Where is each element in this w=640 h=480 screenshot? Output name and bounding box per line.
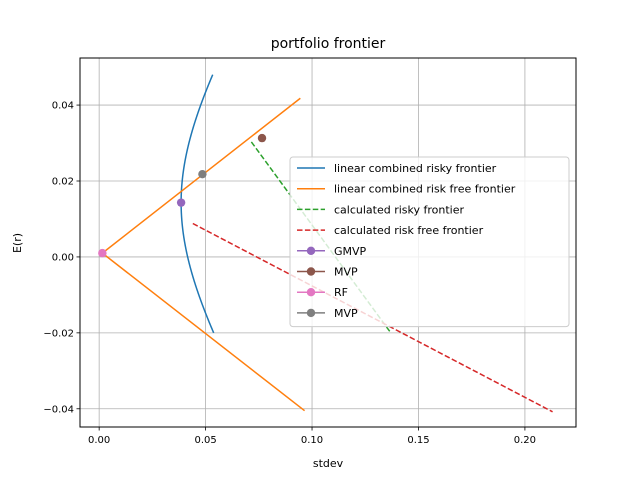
legend-marker-7 [306,288,316,297]
plot-frame [79,57,577,428]
axis-ticks: 0.00 0.05 0.10 0.15 0.20 −0.04 −0.02 0.00 0.02 0.… [43,101,536,446]
legend: linear combined risky frontier linear com… [289,156,570,328]
y-axis-label: E(r) [11,233,24,253]
legend-marker-5 [306,246,316,255]
series-layer [98,74,553,413]
series-8-point [198,169,207,179]
series-4-line [192,222,553,413]
legend-label-2: linear combined risk free frontier [334,183,516,196]
legend-label-3: calculated risky frontier [334,203,465,216]
x-tick-label: 0.15 [407,435,429,446]
x-tick-label: 0.00 [88,435,110,446]
y-tick-label: 0.00 [52,252,74,263]
legend-frame [289,156,570,328]
y-tick-label: −0.02 [43,328,74,339]
series-2-segment-2 [101,252,306,412]
legend-label-8: MVP [334,307,358,320]
y-tick-label: 0.02 [52,177,74,188]
series-6-point [257,133,267,143]
y-tick-label: −0.04 [43,404,74,415]
legend-label-1: linear combined risky frontier [334,162,497,175]
legend-marker-6 [306,267,316,276]
legend-label-6: MVP [334,266,358,279]
legend-label-5: GMVP [334,245,367,258]
series-7-point [98,248,107,258]
y-tick-label: 0.04 [52,101,74,112]
legend-label-4: calculated risk free frontier [334,224,484,237]
x-tick-label: 0.05 [194,435,216,446]
legend-marker-8 [306,308,316,318]
x-axis-label: stdev [313,457,344,470]
x-tick-label: 0.10 [301,435,323,446]
x-tick-label: 0.20 [514,435,536,446]
series-5-point [176,198,186,207]
legend-label-7: RF [334,286,348,299]
chart-title: portfolio frontier [271,36,386,52]
